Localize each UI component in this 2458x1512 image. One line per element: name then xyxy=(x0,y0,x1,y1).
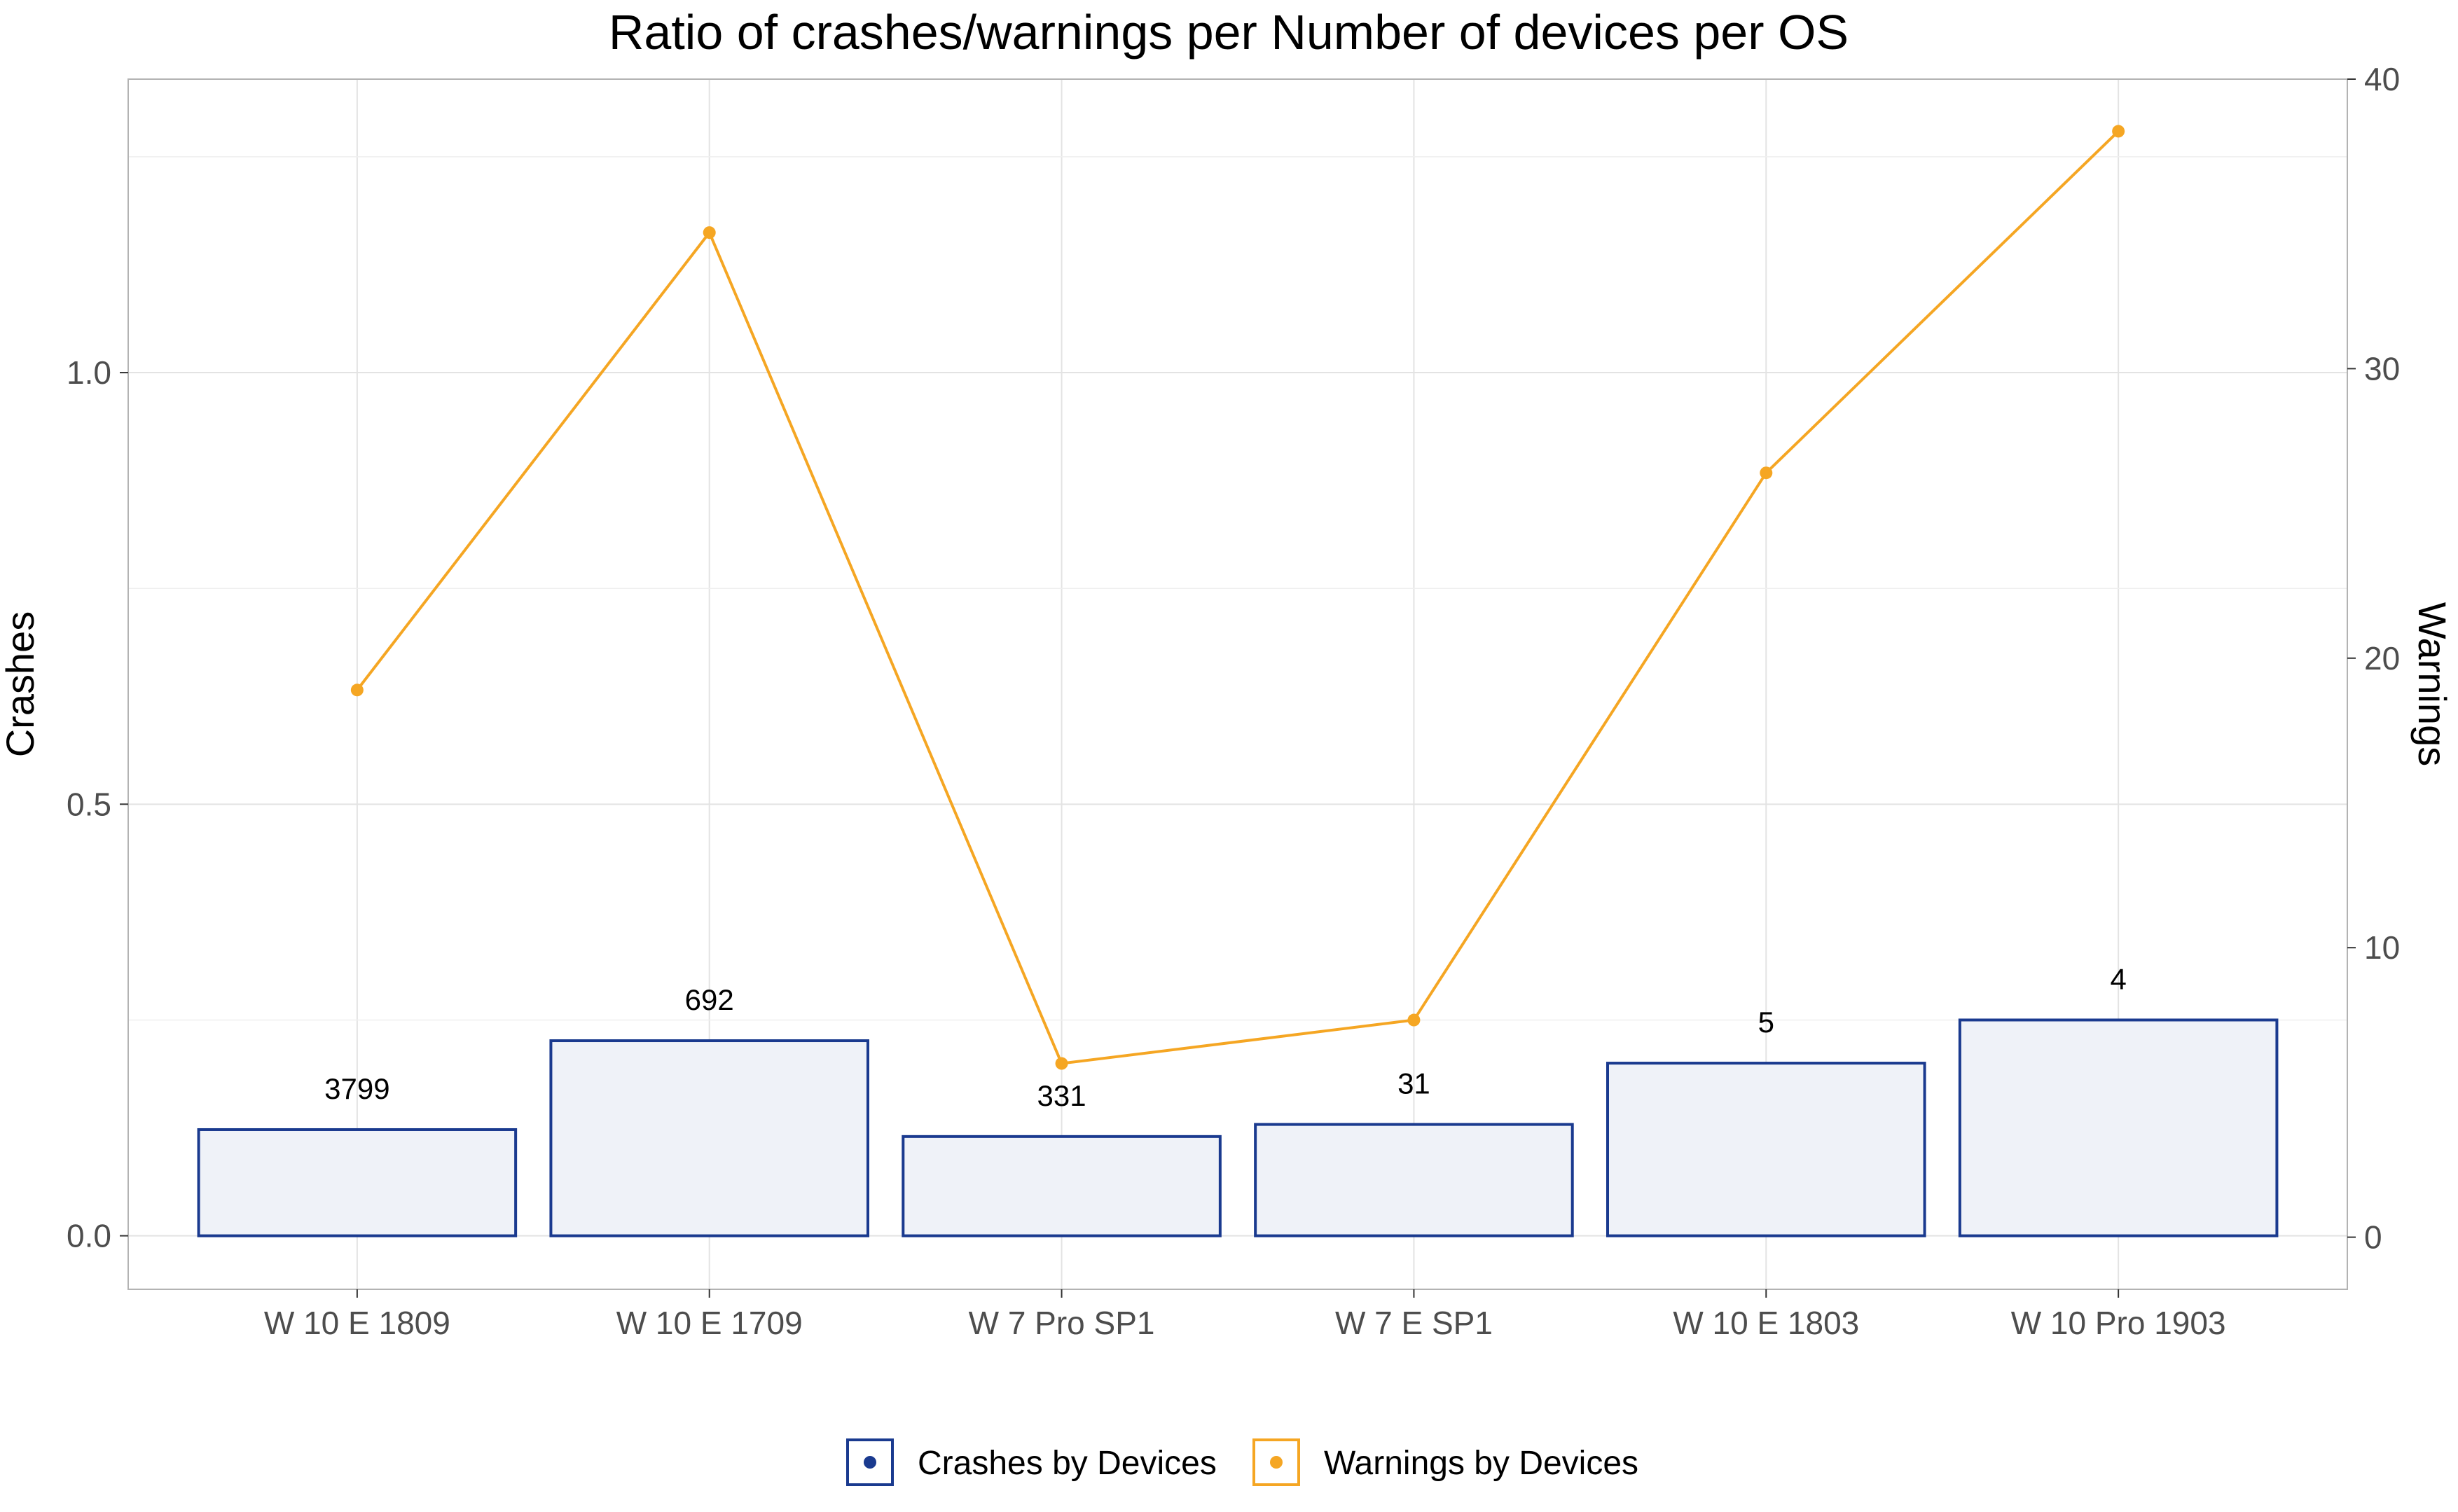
warnings-point xyxy=(1055,1057,1068,1070)
legend-label: Warnings by Devices xyxy=(1324,1445,1638,1482)
y-tick-label-left: 0.5 xyxy=(67,786,111,822)
bar-data-label: 331 xyxy=(1037,1079,1086,1112)
y-axis-title-left: Crashes xyxy=(0,611,42,758)
warnings-point xyxy=(350,684,364,697)
bar-3 xyxy=(902,1135,1222,1237)
axes: 0.0 0.5 1.0 0 10 20 30 40 W 10 E 1809 W 10 E 1709… xyxy=(67,61,2400,1341)
x-tick-label: W 10 E 1709 xyxy=(616,1305,803,1341)
x-tick-label: W 7 E SP1 xyxy=(1335,1305,1493,1341)
panel-border xyxy=(127,78,2348,1290)
bar-1 xyxy=(197,1128,518,1237)
bar-series-crashes: 3799 692 331 31 5 4 xyxy=(197,962,2279,1237)
bar-data-label: 5 xyxy=(1758,1006,1774,1039)
warnings-point xyxy=(1407,1013,1421,1027)
legend-label: Crashes by Devices xyxy=(918,1445,1217,1482)
legend-dot-icon xyxy=(1270,1456,1283,1469)
bar-5 xyxy=(1606,1062,1926,1237)
x-tick-label: W 10 E 1803 xyxy=(1673,1305,1859,1341)
chart-title: Ratio of crashes/warnings per Number of … xyxy=(609,5,1849,60)
warnings-point xyxy=(1760,466,1773,480)
warnings-line xyxy=(356,130,2120,1065)
y-tick-label-right: 20 xyxy=(2364,640,2400,677)
x-tick-label: W 10 Pro 1903 xyxy=(2011,1305,2226,1341)
line-series-warnings xyxy=(350,125,2125,1070)
y-axis-title-right: Warnings xyxy=(2410,602,2454,766)
bar-2 xyxy=(549,1039,870,1237)
x-tick-label: W 10 E 1809 xyxy=(264,1305,450,1341)
warnings-point xyxy=(2112,125,2125,138)
y-tick-label-right: 30 xyxy=(2364,350,2400,387)
legend-item-2: Warnings by Devices xyxy=(1252,1438,1638,1486)
x-tick-label: W 7 Pro SP1 xyxy=(969,1305,1155,1341)
bar-data-label: 692 xyxy=(685,983,734,1016)
bar-6 xyxy=(1958,1018,2279,1237)
y-tick-label-right: 0 xyxy=(2364,1219,2382,1256)
warnings-point xyxy=(703,226,716,240)
bar-data-label: 4 xyxy=(2110,962,2126,995)
y-tick-label-left: 1.0 xyxy=(67,354,111,391)
bar-4 xyxy=(1254,1123,1574,1237)
y-tick-label-right: 10 xyxy=(2364,929,2400,966)
bar-data-label: 3799 xyxy=(324,1072,389,1105)
legend-dot-icon xyxy=(864,1456,876,1469)
y-tick-label-left: 0.0 xyxy=(67,1218,111,1254)
legend-item-1: Crashes by Devices xyxy=(846,1438,1217,1486)
bar-data-label: 31 xyxy=(1397,1067,1430,1100)
legend: Crashes by Devices Warnings by Devices xyxy=(846,1438,1638,1486)
y-tick-label-right: 40 xyxy=(2364,61,2400,97)
